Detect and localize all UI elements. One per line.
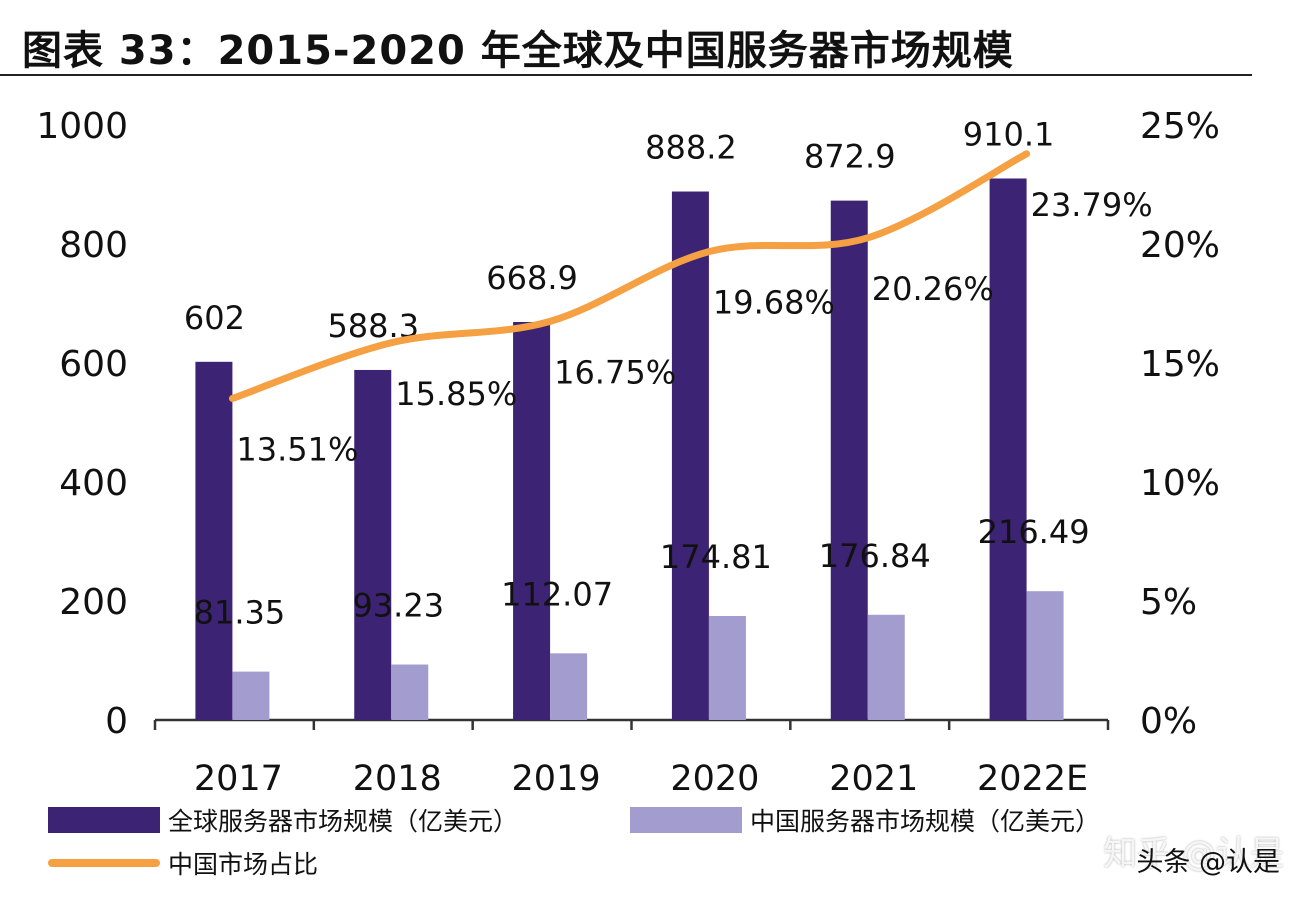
- data-label-share: 13.51%: [236, 430, 358, 468]
- x-tick-label: 2018: [353, 759, 442, 799]
- data-label-share: 19.68%: [713, 284, 835, 322]
- y-right-tick-label: 10%: [1140, 463, 1220, 504]
- data-label-global: 910.1: [963, 115, 1055, 153]
- chart-title: 图表 33：2015-2020 年全球及中国服务器市场规模: [22, 28, 1014, 74]
- bar-china-2020: [708, 615, 746, 720]
- data-label-share: 15.85%: [395, 375, 517, 413]
- data-label-china: 93.23: [352, 587, 444, 625]
- x-tick-label: 2021: [829, 759, 918, 799]
- x-tick-label: 2019: [512, 759, 601, 799]
- y-left-tick-label: 0: [105, 701, 128, 742]
- bar-china-2022E: [1026, 591, 1064, 720]
- data-label-global: 668.9: [486, 259, 578, 297]
- y-right-tick-label: 5%: [1140, 582, 1197, 623]
- bar-china-2017: [232, 671, 270, 720]
- legend-label-global: 全球服务器市场规模（亿美元）: [168, 807, 519, 836]
- y-left-tick-label: 400: [59, 463, 128, 504]
- line-china-share: [228, 150, 1031, 402]
- data-label-china: 81.35: [194, 594, 286, 632]
- data-label-china: 112.07: [501, 575, 613, 613]
- data-label-china: 174.81: [660, 538, 772, 576]
- data-label-share: 20.26%: [872, 270, 994, 308]
- bar-global-2021: [830, 200, 868, 720]
- bar-china-2018: [391, 664, 429, 720]
- x-tick-label: 2020: [670, 759, 759, 799]
- legend-item-share: 中国市场占比: [48, 845, 318, 881]
- data-label-china: 216.49: [978, 513, 1090, 551]
- title-divider: [0, 74, 1252, 76]
- legend-item-china: 中国服务器市场规模（亿美元）: [630, 802, 1100, 838]
- bar-global-2017: [195, 361, 233, 720]
- bar-china-2019: [550, 653, 588, 720]
- y-left-tick-label: 800: [59, 225, 128, 266]
- bar-global-2020: [671, 191, 709, 720]
- y-right-tick-label: 25%: [1140, 106, 1220, 147]
- bar-global-2022E: [989, 178, 1027, 721]
- y-left-tick-label: 200: [59, 582, 128, 623]
- data-label-china: 176.84: [819, 537, 931, 575]
- bar-global-2019: [513, 322, 551, 720]
- watermark-zhihu: 知乎 @认是: [1103, 834, 1284, 874]
- legend-item-global: 全球服务器市场规模（亿美元）: [48, 802, 518, 838]
- y-right-tick-label: 0%: [1140, 701, 1197, 742]
- x-tick-label: 2017: [194, 759, 283, 799]
- data-label-global: 602: [184, 299, 245, 337]
- legend-label-china: 中国服务器市场规模（亿美元）: [750, 807, 1101, 836]
- data-label-share: 23.79%: [1031, 186, 1153, 224]
- data-label-global: 888.2: [645, 129, 737, 167]
- legend-swatch-share: [48, 859, 160, 867]
- y-left-tick-label: 600: [59, 344, 128, 385]
- data-label-share: 16.75%: [554, 353, 676, 391]
- data-label-global: 872.9: [804, 138, 896, 176]
- y-right-tick-label: 15%: [1140, 344, 1220, 385]
- legend-swatch-global: [48, 807, 160, 833]
- watermark-toutiao: 头条 @认是: [1136, 847, 1280, 878]
- y-right-tick-label: 20%: [1140, 225, 1220, 266]
- x-tick-label: 2022E: [977, 759, 1088, 799]
- legend-label-share: 中国市场占比: [168, 850, 319, 879]
- bar-global-2018: [354, 369, 392, 720]
- y-left-tick-label: 1000: [36, 106, 128, 147]
- bar-china-2021: [867, 614, 905, 720]
- legend-swatch-china: [630, 807, 742, 833]
